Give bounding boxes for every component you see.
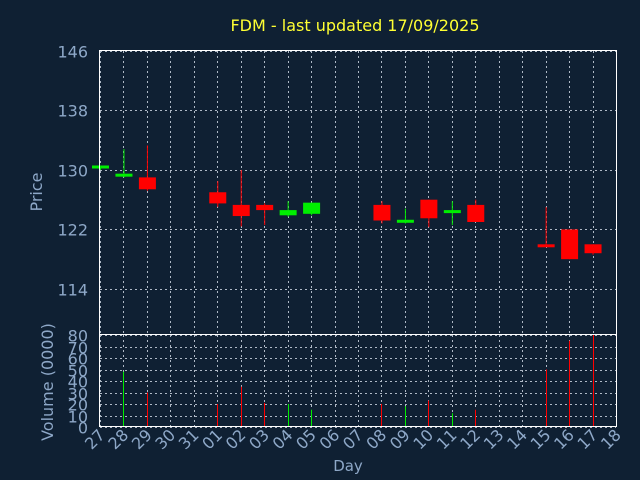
- candle-15: [537, 207, 555, 248]
- candle-27: [92, 165, 109, 170]
- price-tick-114: 114: [57, 281, 88, 300]
- volume-tick-60: 60: [68, 350, 88, 369]
- candle-05: [303, 202, 321, 216]
- price-y-tick-labels: 114 122 130 138 146: [57, 43, 88, 300]
- candle-body-04: [279, 210, 297, 216]
- price-panel: 114 122 130 138 146 Price: [27, 43, 617, 335]
- chart-title: FDM - last updated 17/09/2025: [230, 16, 479, 35]
- candle-body-10: [420, 199, 438, 219]
- price-tick-130: 130: [57, 162, 88, 181]
- price-grid: [100, 51, 617, 335]
- price-axis-label: Price: [27, 172, 46, 211]
- volume-tick-80: 80: [68, 327, 88, 346]
- candle-11: [443, 201, 461, 225]
- candle-09: [396, 208, 414, 224]
- volume-tick-30: 30: [68, 385, 88, 404]
- candle-body-02: [232, 204, 250, 217]
- candle-body-01: [209, 192, 227, 204]
- x-tick-18: 18: [597, 425, 625, 453]
- volume-grid: [100, 335, 617, 428]
- price-tick-138: 138: [57, 102, 88, 121]
- candle-03: [256, 203, 274, 225]
- candle-body-17: [584, 244, 602, 254]
- volume-bars: [123, 335, 594, 427]
- x-tick-labels: 2728293031010203040506070809101112131415…: [81, 425, 625, 453]
- candle-body-27: [92, 165, 109, 169]
- candle-16: [561, 229, 579, 260]
- candle-body-29: [138, 177, 156, 190]
- volume-frame: [99, 334, 617, 427]
- candle-02: [232, 169, 250, 227]
- candle-04: [279, 201, 297, 217]
- volume-tick-20: 20: [68, 396, 88, 415]
- candle-body-11: [443, 210, 461, 214]
- candle-12: [467, 199, 485, 222]
- candle-body-28: [115, 173, 133, 177]
- volume-axis-label: Volume (0000): [38, 323, 57, 441]
- candle-01: [209, 181, 227, 208]
- candle-body-16: [561, 229, 579, 260]
- volume-tick-0: 0: [78, 419, 88, 438]
- candle-body-08: [373, 204, 391, 221]
- volume-tick-40: 40: [68, 373, 88, 392]
- candle-body-12: [467, 204, 485, 222]
- candle-body-15: [537, 244, 555, 248]
- candle-29: [138, 145, 156, 191]
- volume-tick-10: 10: [68, 408, 88, 427]
- x-axis-label: Day: [333, 457, 363, 475]
- candle-28: [115, 149, 133, 178]
- candle-body-03: [256, 204, 274, 211]
- price-candles: [92, 145, 602, 260]
- price-tick-122: 122: [57, 221, 88, 240]
- candle-body-09: [396, 219, 414, 223]
- price-tick-146: 146: [57, 43, 88, 62]
- volume-tick-50: 50: [68, 362, 88, 381]
- candle-08: [373, 201, 391, 224]
- candle-body-05: [303, 202, 321, 214]
- candle-10: [420, 199, 438, 228]
- volume-tick-70: 70: [68, 339, 88, 358]
- candle-17: [584, 244, 602, 255]
